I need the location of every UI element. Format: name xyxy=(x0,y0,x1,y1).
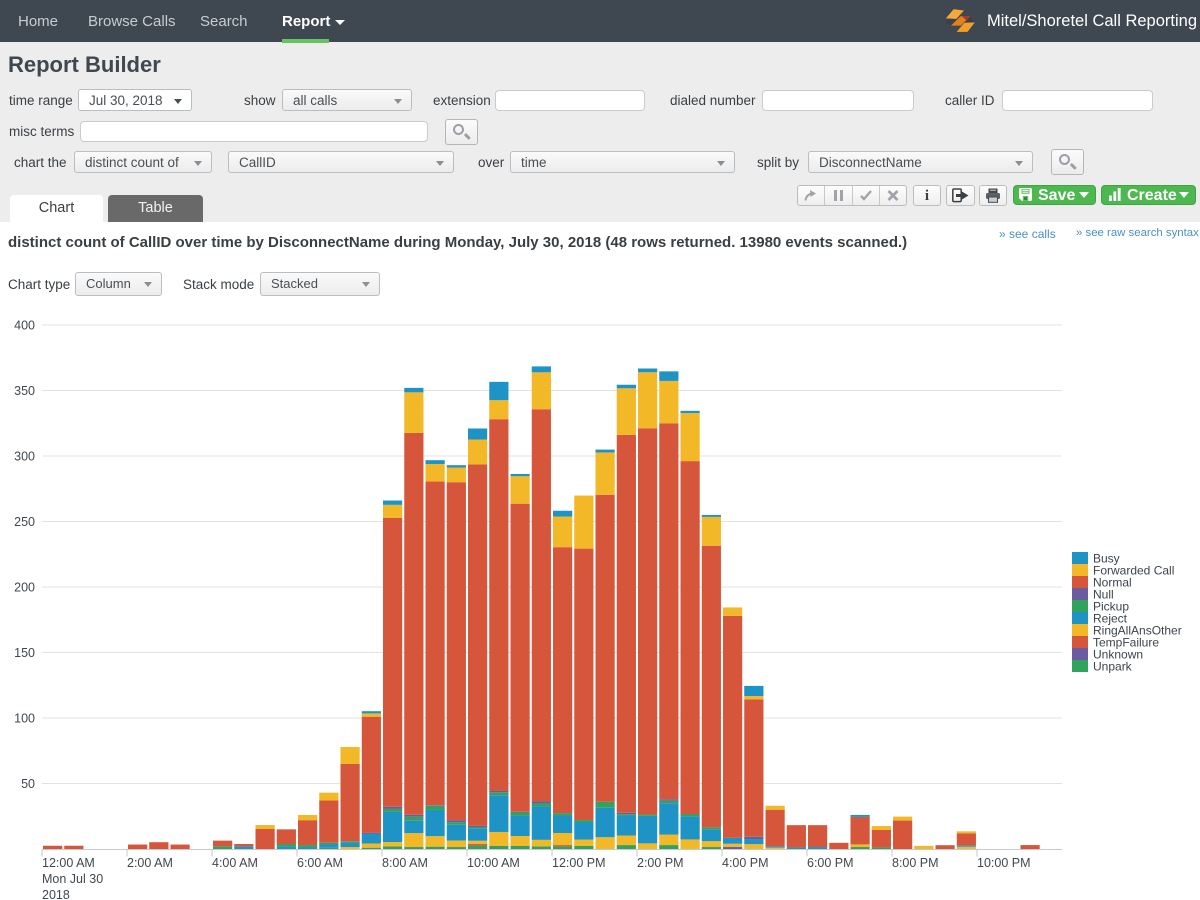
svg-text:12:00 PM: 12:00 PM xyxy=(552,856,606,870)
svg-text:6:00 AM: 6:00 AM xyxy=(297,856,343,870)
svg-text:Null: Null xyxy=(1093,588,1114,602)
svg-text:100: 100 xyxy=(14,712,35,726)
svg-text:Normal: Normal xyxy=(1093,576,1132,590)
svg-text:300: 300 xyxy=(14,450,35,464)
svg-text:RingAllAnsOther: RingAllAnsOther xyxy=(1093,624,1182,638)
svg-text:10:00 PM: 10:00 PM xyxy=(977,856,1031,870)
svg-text:Mon Jul 30: Mon Jul 30 xyxy=(42,872,103,886)
svg-text:350: 350 xyxy=(14,384,35,398)
svg-text:Reject: Reject xyxy=(1093,612,1128,626)
svg-text:8:00 AM: 8:00 AM xyxy=(382,856,428,870)
svg-text:2018: 2018 xyxy=(42,888,70,900)
svg-text:400: 400 xyxy=(14,319,35,333)
svg-text:Pickup: Pickup xyxy=(1093,600,1129,614)
svg-text:10:00 AM: 10:00 AM xyxy=(467,856,520,870)
svg-text:Busy: Busy xyxy=(1093,552,1120,566)
svg-text:Forwarded Call: Forwarded Call xyxy=(1093,564,1174,578)
svg-text:8:00 PM: 8:00 PM xyxy=(892,856,939,870)
svg-text:Unpark: Unpark xyxy=(1093,660,1133,674)
svg-text:12:00 AM: 12:00 AM xyxy=(42,856,95,870)
svg-text:4:00 PM: 4:00 PM xyxy=(722,856,769,870)
svg-text:Unknown: Unknown xyxy=(1093,648,1143,662)
svg-text:4:00 AM: 4:00 AM xyxy=(212,856,258,870)
svg-text:TempFailure: TempFailure xyxy=(1093,636,1159,650)
svg-text:2:00 PM: 2:00 PM xyxy=(637,856,684,870)
svg-text:200: 200 xyxy=(14,581,35,595)
svg-text:50: 50 xyxy=(21,777,35,791)
svg-text:6:00 PM: 6:00 PM xyxy=(807,856,854,870)
svg-text:250: 250 xyxy=(14,515,35,529)
svg-text:2:00 AM: 2:00 AM xyxy=(127,856,173,870)
svg-text:150: 150 xyxy=(14,646,35,660)
